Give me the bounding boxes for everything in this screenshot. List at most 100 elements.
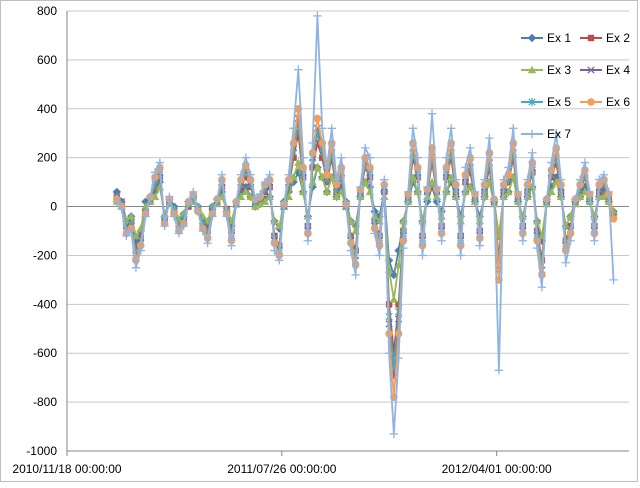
data-point bbox=[609, 214, 618, 223]
data-point bbox=[346, 246, 356, 255]
data-point bbox=[537, 236, 547, 245]
data-point bbox=[556, 175, 566, 184]
data-point bbox=[528, 148, 537, 157]
data-point bbox=[513, 187, 523, 197]
legend: Ex 1 Ex 2 Ex 3 Ex 4 Ex 5 Ex 6 Ex 7 bbox=[521, 31, 630, 141]
data-point bbox=[150, 168, 160, 177]
data-point bbox=[575, 175, 585, 184]
data-point bbox=[122, 231, 131, 241]
data-point bbox=[318, 124, 327, 133]
data-point bbox=[360, 143, 370, 153]
data-point bbox=[432, 182, 442, 192]
data-point bbox=[390, 350, 398, 357]
data-point bbox=[203, 239, 212, 248]
data-point bbox=[298, 153, 308, 162]
data-point bbox=[504, 187, 513, 196]
y-tick-label: -800 bbox=[33, 395, 57, 409]
data-point bbox=[242, 174, 249, 181]
data-point bbox=[318, 173, 327, 181]
data-point bbox=[313, 114, 322, 123]
data-point bbox=[303, 236, 313, 245]
data-point bbox=[284, 187, 293, 197]
data-point bbox=[609, 207, 618, 215]
data-point bbox=[246, 170, 255, 179]
data-point bbox=[518, 236, 527, 245]
y-tick-label: -1000 bbox=[26, 444, 57, 458]
data-point bbox=[184, 197, 193, 206]
legend-item: Ex 3 bbox=[521, 63, 571, 77]
data-point bbox=[289, 177, 298, 187]
data-point bbox=[189, 187, 198, 197]
data-point bbox=[418, 251, 427, 260]
data-point bbox=[599, 192, 609, 200]
data-point bbox=[590, 236, 599, 245]
data-point bbox=[232, 197, 241, 206]
legend-marker bbox=[527, 33, 537, 43]
legend-label: Ex 1 bbox=[547, 31, 571, 45]
data-point bbox=[112, 187, 122, 197]
data-point bbox=[552, 129, 561, 138]
data-point bbox=[370, 229, 379, 238]
data-point bbox=[322, 163, 332, 172]
y-tick-label: -200 bbox=[33, 248, 57, 262]
data-point bbox=[480, 175, 489, 184]
data-point bbox=[494, 366, 504, 375]
data-point bbox=[193, 207, 203, 216]
data-point bbox=[265, 170, 274, 179]
legend-marker bbox=[527, 65, 537, 74]
data-point bbox=[561, 258, 570, 267]
data-point bbox=[255, 199, 265, 208]
data-point bbox=[595, 175, 604, 184]
data-point bbox=[289, 124, 298, 133]
data-point bbox=[279, 199, 289, 209]
data-point bbox=[337, 153, 346, 162]
data-point bbox=[146, 192, 155, 201]
data-point bbox=[131, 263, 141, 272]
legend-label: Ex 6 bbox=[606, 95, 630, 109]
data-point bbox=[141, 212, 150, 221]
data-point bbox=[375, 251, 384, 260]
data-point bbox=[322, 187, 332, 196]
data-point bbox=[485, 133, 494, 143]
legend-marker bbox=[587, 66, 595, 74]
data-point bbox=[413, 153, 422, 162]
data-point bbox=[174, 229, 184, 238]
y-tick-label: 600 bbox=[37, 53, 57, 67]
data-point bbox=[308, 138, 317, 148]
data-point bbox=[547, 182, 556, 192]
data-point bbox=[165, 192, 174, 201]
legend-item: Ex 7 bbox=[521, 127, 571, 141]
data-point bbox=[566, 236, 575, 245]
data-point bbox=[604, 187, 613, 197]
data-point bbox=[365, 153, 375, 162]
x-tick-label: 2011/07/26 00:00:00 bbox=[227, 462, 337, 476]
y-tick-label: -600 bbox=[33, 346, 57, 360]
data-point bbox=[470, 187, 480, 197]
x-tick-label: 2012/04/01 00:00:00 bbox=[442, 462, 552, 476]
data-point bbox=[437, 236, 446, 245]
y-axis: 800 600 400 200 0 -200 -400 -600 -800 -1000 bbox=[26, 4, 68, 458]
legend-label: Ex 2 bbox=[606, 31, 630, 45]
data-point bbox=[275, 256, 284, 265]
data-point bbox=[117, 204, 126, 214]
legend-marker bbox=[528, 97, 536, 107]
data-point bbox=[308, 177, 317, 186]
data-point bbox=[585, 187, 594, 197]
data-point bbox=[222, 212, 231, 221]
legend-item: Ex 2 bbox=[580, 31, 630, 45]
data-point bbox=[260, 177, 270, 187]
data-point bbox=[295, 130, 302, 137]
data-point bbox=[314, 139, 321, 147]
data-point bbox=[403, 187, 413, 197]
legend-marker bbox=[527, 129, 537, 139]
data-point bbox=[332, 192, 341, 200]
data-point bbox=[341, 199, 351, 209]
data-point bbox=[523, 175, 532, 184]
data-point bbox=[323, 170, 331, 179]
data-point bbox=[532, 243, 542, 253]
y-tick-label: 800 bbox=[37, 4, 57, 18]
data-point bbox=[327, 173, 336, 181]
data-point bbox=[547, 158, 556, 167]
data-point bbox=[284, 170, 293, 179]
data-point bbox=[313, 163, 322, 171]
